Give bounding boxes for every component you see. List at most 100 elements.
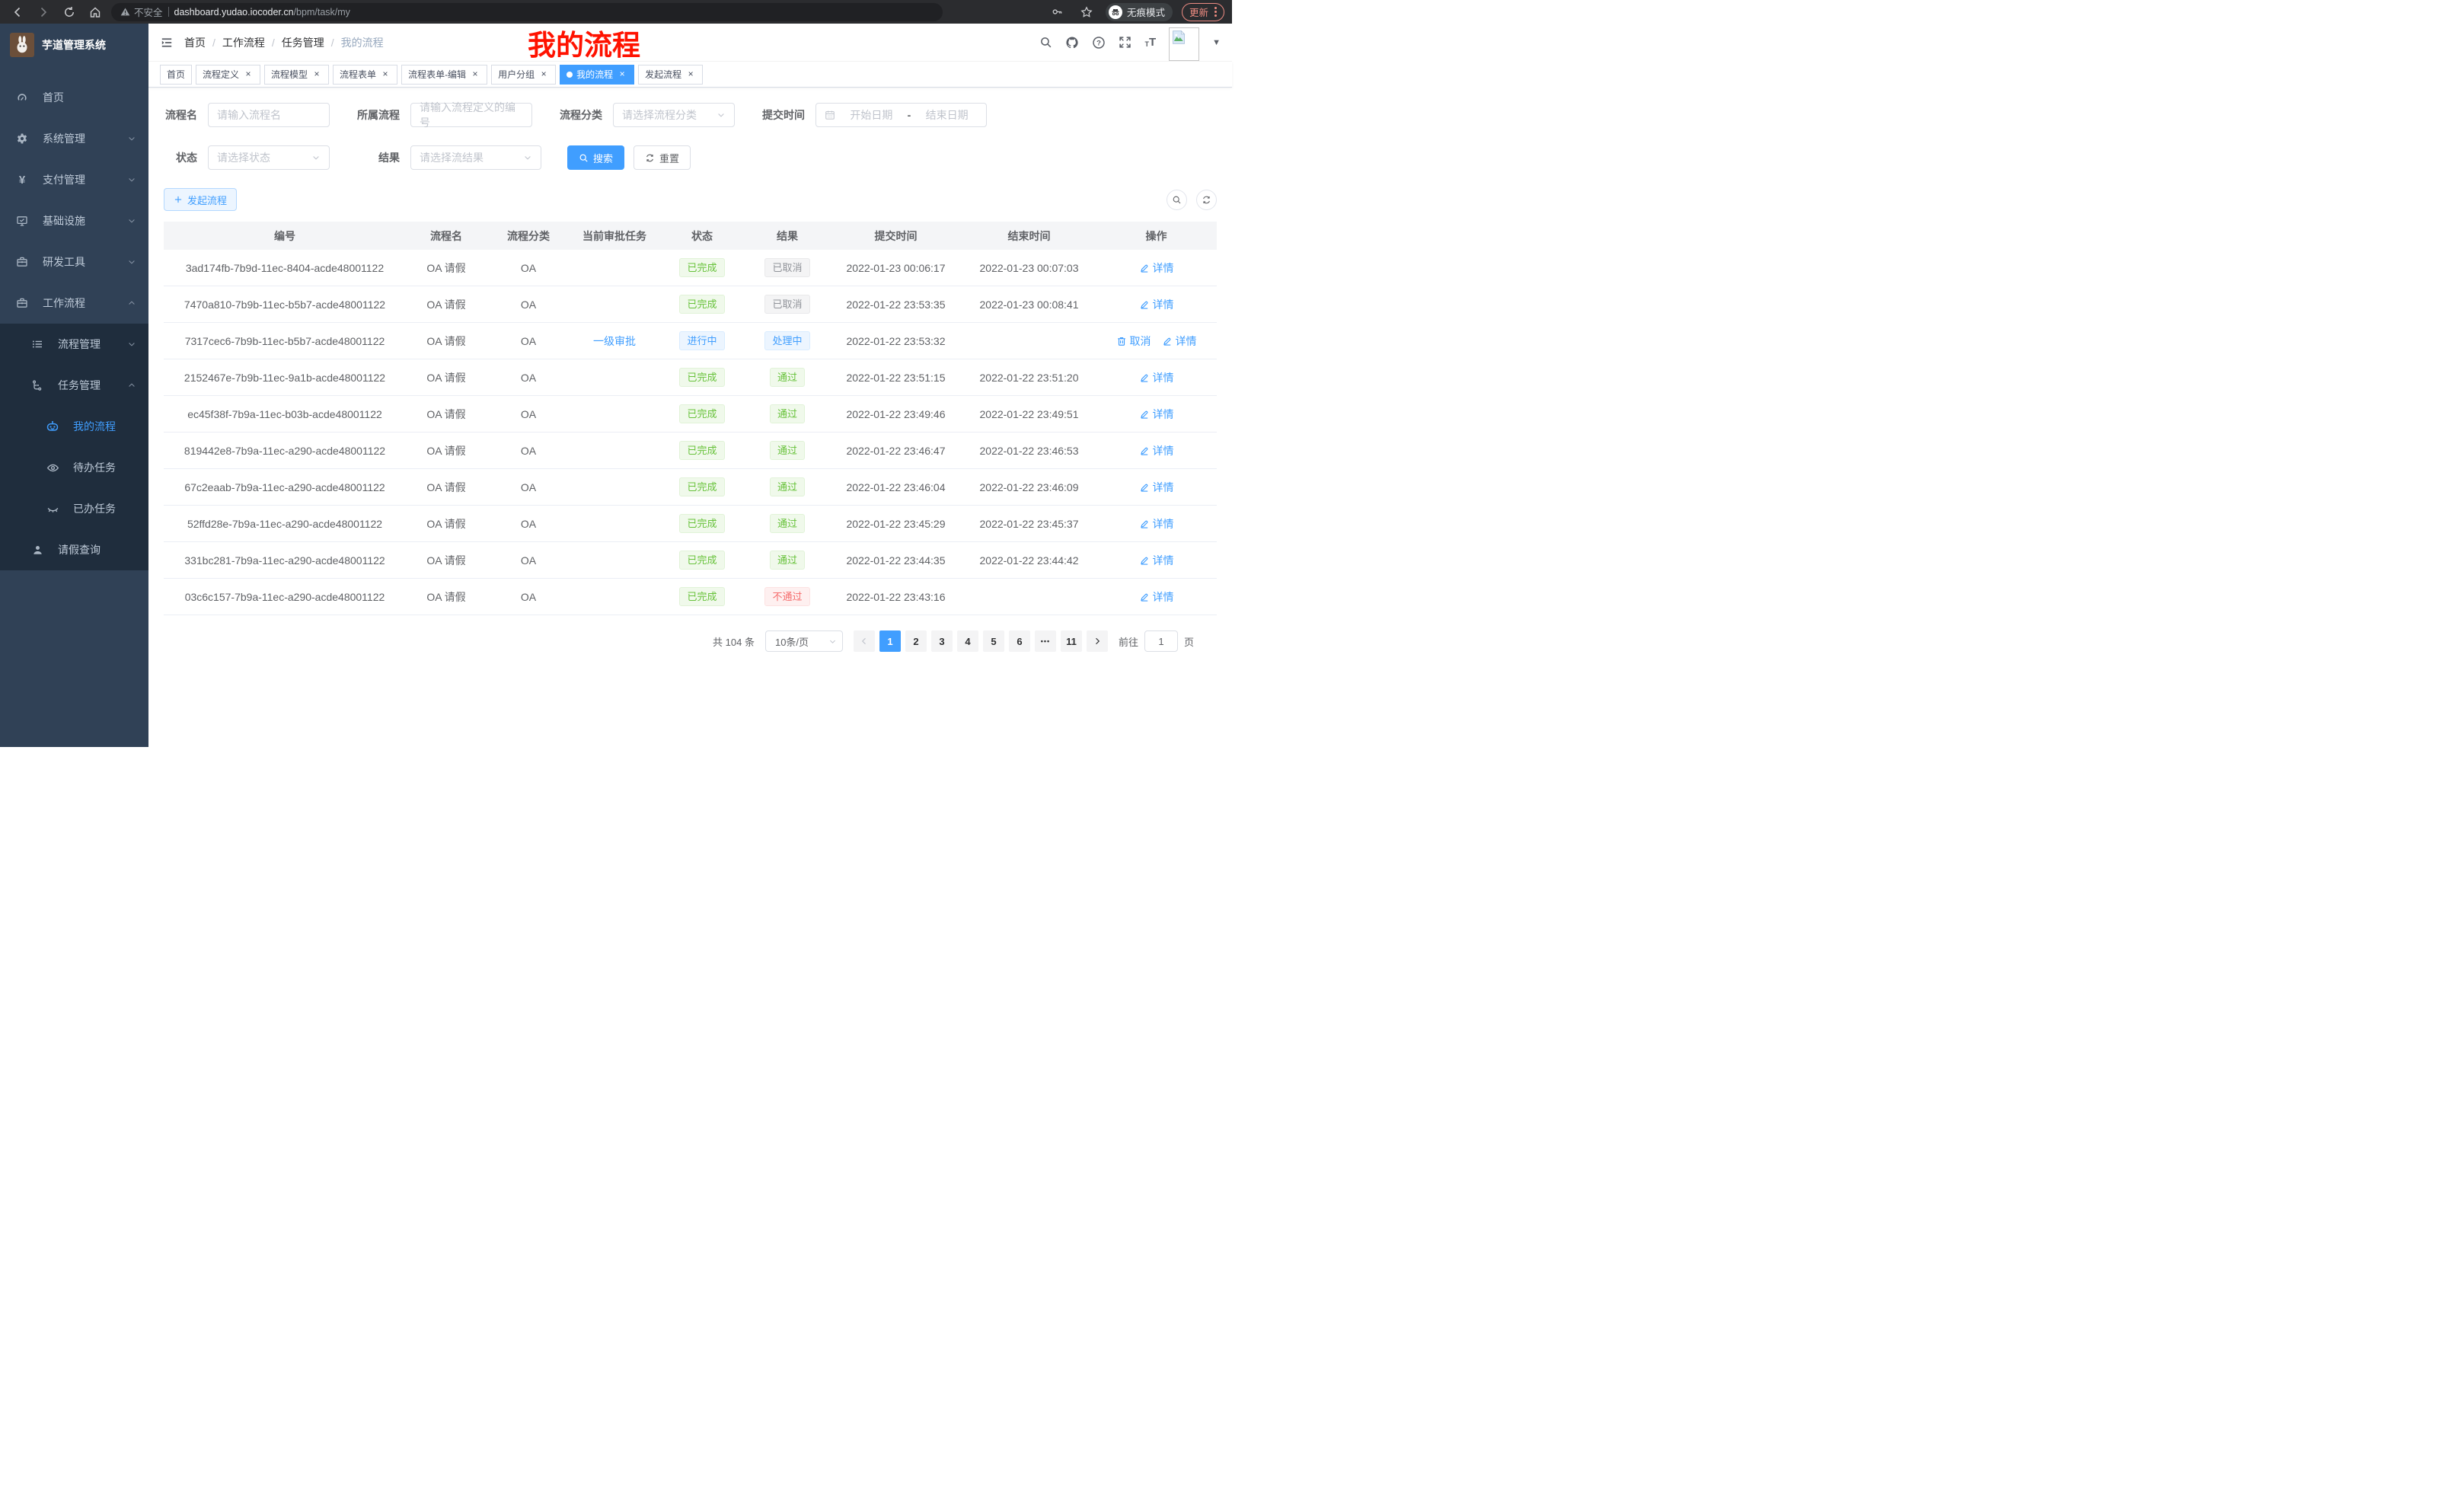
sidebar-item-研发工具[interactable]: 研发工具 bbox=[0, 241, 148, 283]
close-icon[interactable]: × bbox=[619, 68, 625, 79]
tab-流程表单-编辑[interactable]: 流程表单-编辑 × bbox=[401, 64, 488, 85]
sidebar-item-支付管理[interactable]: ¥ 支付管理 bbox=[0, 159, 148, 200]
category-select[interactable]: 请选择流程分类 bbox=[613, 103, 735, 127]
chevron-down-icon bbox=[127, 257, 136, 267]
toggle-search-button[interactable] bbox=[1167, 189, 1187, 210]
close-icon[interactable]: × bbox=[245, 68, 251, 79]
sidebar-item-待办任务[interactable]: 待办任务 bbox=[0, 447, 148, 488]
cell-result: 通过 bbox=[745, 404, 829, 423]
avatar[interactable] bbox=[1169, 27, 1200, 61]
filter-status: 状态 请选择状态 bbox=[164, 145, 330, 170]
detail-action-link[interactable]: 详情 bbox=[1162, 334, 1197, 349]
detail-action-link[interactable]: 详情 bbox=[1139, 516, 1174, 532]
sidebar-item-请假查询[interactable]: 请假查询 bbox=[0, 529, 148, 570]
search-button[interactable]: 搜索 bbox=[567, 145, 625, 170]
sidebar-item-流程管理[interactable]: 流程管理 bbox=[0, 324, 148, 365]
close-icon[interactable]: × bbox=[472, 68, 478, 79]
page-button-3[interactable]: 3 bbox=[930, 630, 953, 652]
status-select[interactable]: 请选择状态 bbox=[208, 145, 330, 170]
help-icon[interactable]: ? bbox=[1092, 36, 1106, 49]
tab-流程表单[interactable]: 流程表单 × bbox=[333, 64, 398, 85]
cell-task[interactable]: 一级审批 bbox=[593, 334, 636, 347]
browser-back-button[interactable] bbox=[8, 2, 27, 22]
close-icon[interactable]: × bbox=[382, 68, 388, 79]
page-button-1[interactable]: 1 bbox=[879, 630, 901, 652]
goto-page-input[interactable] bbox=[1144, 630, 1178, 652]
page-button-5[interactable]: 5 bbox=[982, 630, 1004, 652]
caret-down-icon[interactable]: ▼ bbox=[1212, 37, 1221, 47]
tab-流程模型[interactable]: 流程模型 × bbox=[264, 64, 330, 85]
detail-action-link[interactable]: 详情 bbox=[1139, 407, 1174, 422]
fullscreen-icon[interactable] bbox=[1119, 36, 1131, 49]
page-size-select[interactable]: 10条/页 bbox=[764, 630, 843, 652]
page-button-2[interactable]: 2 bbox=[905, 630, 927, 652]
bookmark-star-icon[interactable] bbox=[1077, 2, 1096, 22]
cell-name: OA 请假 bbox=[426, 407, 466, 420]
detail-action-link[interactable]: 详情 bbox=[1139, 297, 1174, 312]
app-logo bbox=[10, 33, 34, 57]
filter-label: 流程分类 bbox=[560, 109, 602, 121]
cell-result: 通过 bbox=[745, 441, 829, 460]
detail-action-link[interactable]: 详情 bbox=[1139, 260, 1174, 276]
tab-label: 发起流程 bbox=[645, 69, 682, 80]
create-process-button[interactable]: 发起流程 bbox=[164, 188, 238, 211]
search-icon[interactable] bbox=[1039, 36, 1052, 49]
security-warning[interactable]: 不安全 bbox=[120, 5, 163, 19]
breadcrumb-workflow[interactable]: 工作流程 bbox=[222, 36, 265, 49]
tab-用户分组[interactable]: 用户分组 × bbox=[491, 64, 557, 85]
prev-page-button[interactable] bbox=[853, 630, 875, 652]
end-date-placeholder[interactable]: 结束日期 bbox=[925, 109, 969, 121]
sidebar-item-任务管理[interactable]: 任务管理 bbox=[0, 365, 148, 406]
detail-action-link[interactable]: 详情 bbox=[1139, 443, 1174, 458]
page-button-6[interactable]: 6 bbox=[1008, 630, 1030, 652]
result-select[interactable]: 请选择流结果 bbox=[410, 145, 541, 170]
tab-发起流程[interactable]: 发起流程 × bbox=[638, 64, 704, 85]
breadcrumb-task[interactable]: 任务管理 bbox=[281, 36, 324, 49]
browser-reload-button[interactable] bbox=[59, 2, 79, 22]
close-icon[interactable]: × bbox=[314, 68, 320, 79]
pager-more[interactable]: ••• bbox=[1034, 630, 1056, 652]
sidebar-item-首页[interactable]: 首页 bbox=[0, 77, 148, 118]
refresh-table-button[interactable] bbox=[1196, 189, 1217, 210]
detail-action-link[interactable]: 详情 bbox=[1139, 370, 1174, 385]
page-button-4[interactable]: 4 bbox=[956, 630, 978, 652]
breadcrumb-home[interactable]: 首页 bbox=[184, 36, 206, 49]
address-bar[interactable]: 不安全 dashboard.yudao.iocoder.cn/bpm/task/… bbox=[111, 2, 943, 21]
hamburger-icon[interactable] bbox=[160, 36, 174, 49]
detail-action-link[interactable]: 详情 bbox=[1139, 480, 1174, 495]
page-button-11[interactable]: 11 bbox=[1060, 630, 1082, 652]
next-page-button[interactable] bbox=[1086, 630, 1108, 652]
sidebar-item-系统管理[interactable]: 系统管理 bbox=[0, 118, 148, 159]
github-icon[interactable] bbox=[1065, 36, 1079, 49]
placeholder-text: 请选择流程分类 bbox=[622, 109, 697, 121]
detail-action-link[interactable]: 详情 bbox=[1139, 553, 1174, 568]
reset-button[interactable]: 重置 bbox=[634, 145, 691, 170]
cell-end-time: 2022-01-22 23:51:20 bbox=[979, 371, 1079, 384]
tab-首页[interactable]: 首页 bbox=[160, 64, 193, 85]
filter-result: 结果 请选择流结果 bbox=[356, 145, 541, 170]
sidebar-item-已办任务[interactable]: 已办任务 bbox=[0, 488, 148, 529]
app-logo-row[interactable]: 芋道管理系统 bbox=[0, 24, 148, 66]
tab-流程定义[interactable]: 流程定义 × bbox=[196, 64, 261, 85]
sidebar-item-基础设施[interactable]: 基础设施 bbox=[0, 200, 148, 241]
start-date-placeholder[interactable]: 开始日期 bbox=[850, 109, 893, 121]
tab-我的流程[interactable]: 我的流程 × bbox=[560, 64, 635, 85]
close-icon[interactable]: × bbox=[541, 68, 547, 79]
process-name-input[interactable]: 请输入流程名 bbox=[208, 103, 330, 127]
close-icon[interactable]: × bbox=[688, 68, 694, 79]
process-def-input[interactable]: 请输入流程定义的编号 bbox=[410, 101, 532, 129]
sidebar-item-我的流程[interactable]: 我的流程 bbox=[0, 406, 148, 447]
browser-menu-icon[interactable] bbox=[1214, 7, 1217, 17]
filter-process-def: 所属流程 请输入流程定义的编号 bbox=[356, 101, 532, 129]
cancel-action-link[interactable]: 取消 bbox=[1116, 334, 1151, 349]
browser-forward-button[interactable] bbox=[34, 2, 53, 22]
sidebar-item-label: 研发工具 bbox=[43, 256, 85, 268]
browser-update-button[interactable]: 更新 bbox=[1181, 2, 1224, 21]
detail-action-link[interactable]: 详情 bbox=[1139, 589, 1174, 605]
sidebar-item-工作流程[interactable]: 工作流程 bbox=[0, 283, 148, 324]
table-toolbar: 发起流程 bbox=[164, 188, 1217, 211]
password-key-icon[interactable] bbox=[1048, 2, 1068, 22]
browser-home-button[interactable] bbox=[85, 2, 105, 22]
date-range-picker[interactable]: 开始日期 - 结束日期 bbox=[815, 103, 987, 127]
